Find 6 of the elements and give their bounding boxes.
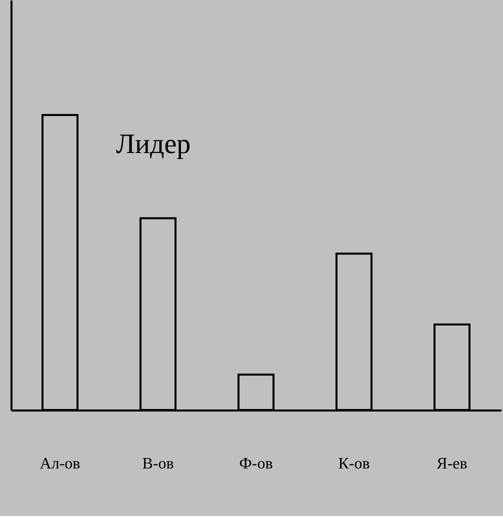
x-tick-label: Ф-ов: [239, 456, 274, 472]
x-tick-label: Ал-ов: [40, 456, 81, 472]
annotation: Лидер: [116, 129, 191, 160]
x-tick-label: Я-ев: [436, 456, 468, 472]
x-tick-label: К-ов: [338, 456, 370, 472]
x-tick-label: В-ов: [142, 456, 174, 472]
